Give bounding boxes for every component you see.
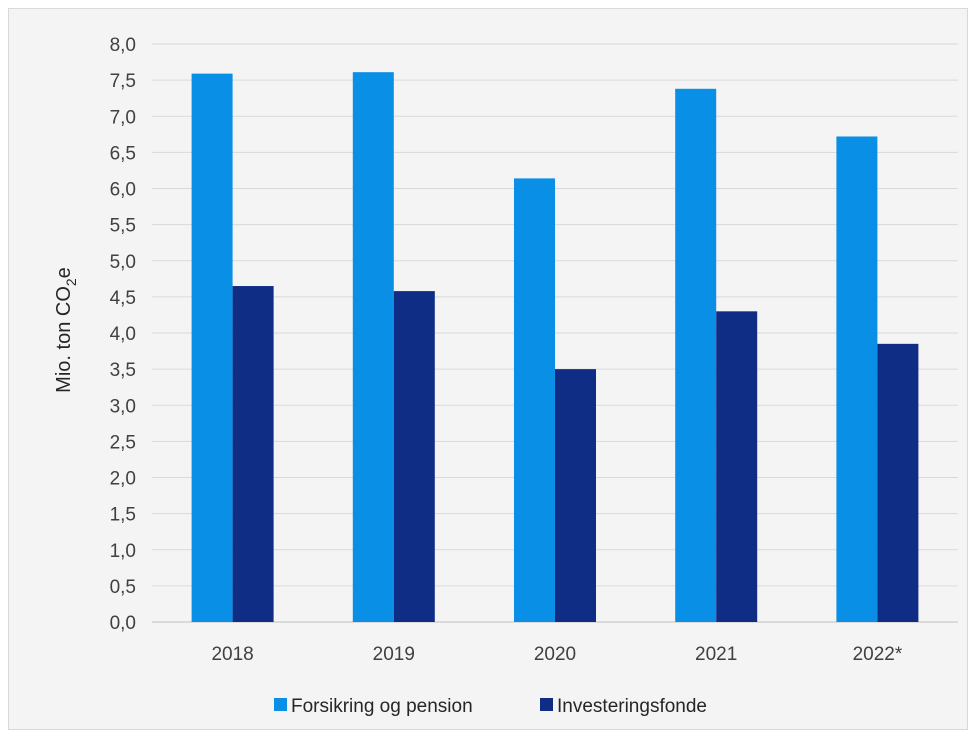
x-tick-label: 2018 <box>211 644 253 665</box>
y-tick-label: 5,0 <box>110 252 136 273</box>
x-tick-label: 2019 <box>373 644 415 665</box>
y-tick-label: 3,5 <box>110 360 136 381</box>
bar-forsikring-2020 <box>514 178 555 622</box>
x-tick-label: 2021 <box>695 644 737 665</box>
y-tick-label: 0,5 <box>110 577 136 598</box>
x-tick-label: 2020 <box>534 644 576 665</box>
bar-investeringsfonde-2021 <box>716 311 758 622</box>
bar-investeringsfonde-2020 <box>555 369 596 622</box>
legend-swatch-investeringsfonde <box>540 698 553 711</box>
y-axis-label-subscript: 2 <box>63 278 79 286</box>
legend-swatch-forsikring <box>274 698 287 711</box>
y-tick-label: 1,0 <box>110 541 136 562</box>
bar-investeringsfonde-2018 <box>232 286 274 622</box>
y-tick-label: 0,0 <box>110 613 136 634</box>
y-tick-label: 6,5 <box>110 143 136 164</box>
y-tick-label: 8,0 <box>110 35 136 56</box>
y-tick-label: 2,5 <box>110 432 136 453</box>
bar-investeringsfonde-2022 <box>877 343 919 622</box>
y-axis-label-suffix: e <box>53 267 75 278</box>
y-axis-label-main: Mio. ton CO <box>53 286 75 393</box>
y-tick-label: 1,5 <box>110 505 136 526</box>
y-tick-label: 4,0 <box>110 324 136 345</box>
legend-label-forsikring: Forsikring og pension <box>291 696 473 717</box>
x-tick-label: 2022* <box>853 644 903 665</box>
y-tick-label: 7,5 <box>110 71 136 92</box>
x-tick-labels: 2018 2019 2020 2021 2022* <box>211 644 902 665</box>
y-tick-label: 3,0 <box>110 396 136 417</box>
bar-forsikring-2022 <box>836 136 878 623</box>
y-tick-label: 6,0 <box>110 180 136 201</box>
bar-forsikring-2018 <box>191 73 233 622</box>
legend-label-investeringsfonde: Investeringsfonde <box>557 696 707 717</box>
bar-forsikring-2019 <box>352 72 394 623</box>
y-axis-label: Mio. ton CO2e <box>53 267 79 393</box>
y-tick-label: 7,0 <box>110 107 136 128</box>
bars <box>191 72 919 623</box>
bar-forsikring-2021 <box>675 88 717 623</box>
bar-investeringsfonde-2019 <box>393 291 435 622</box>
y-tick-label: 5,5 <box>110 216 136 237</box>
y-tick-label: 4,5 <box>110 288 136 309</box>
legend: Forsikring og pension Investeringsfonde <box>274 696 707 717</box>
y-tick-labels: 0,0 0,5 1,0 1,5 2,0 2,5 3,0 3,5 4,0 4,5 5,0 5,5 6,0 6… <box>110 35 136 634</box>
y-tick-label: 2,0 <box>110 469 136 490</box>
